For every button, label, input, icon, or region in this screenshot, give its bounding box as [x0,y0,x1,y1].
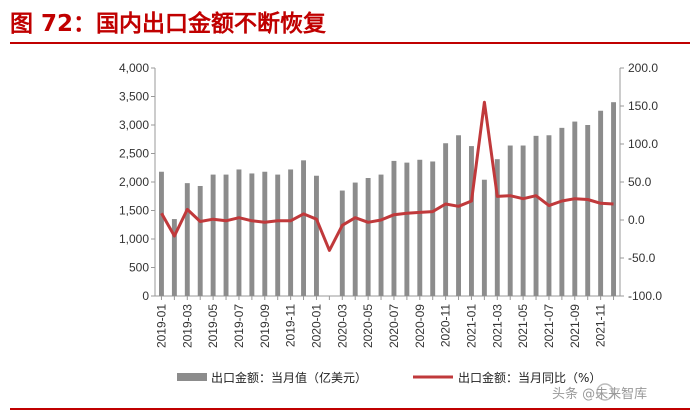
title-underline [10,42,690,44]
x-tick-label: 2019-07 [232,304,246,348]
right-tick-label: 50.0 [628,175,652,189]
bar [469,146,474,296]
left-tick-label: 0 [142,289,149,303]
bar [184,183,190,296]
bar-series [159,102,616,296]
watermark-logo-icon [596,383,614,401]
bar [533,135,539,296]
bar [301,160,306,296]
bar [236,169,242,296]
x-tick-label: 2021-01 [464,304,478,348]
x-tick-label: 2020-03 [335,304,349,348]
left-tick-label: 1,000 [119,232,149,246]
left-tick-label: 500 [129,261,149,275]
left-tick-label: 1,500 [119,204,149,218]
bar [443,143,449,296]
right-tick-label: 0.0 [628,213,645,227]
left-tick-label: 3,000 [119,118,149,132]
x-tick-label: 2021-05 [516,304,530,348]
x-axis-ticks: 2019-01 2019-03 2019-05 2019-07 2019-09 2019-… [154,296,615,348]
bar [223,174,229,296]
bar [481,179,487,296]
left-tick-label: 2,500 [119,147,149,161]
x-tick-label: 2019-01 [154,304,168,348]
watermark-text: 头条 @未来智库 [552,386,647,402]
x-tick-label: 2020-01 [309,304,323,348]
bar [559,127,565,296]
right-tick-label: 200.0 [628,61,658,75]
x-tick-label: 2021-09 [568,304,582,348]
bar [197,185,203,296]
bar [314,175,319,296]
bar [339,190,345,296]
right-tick-label: 150.0 [628,99,658,113]
right-tick-label: 100.0 [628,137,658,151]
x-tick-label: 2019-09 [258,304,272,348]
bar [171,219,177,296]
x-tick-label: 2021-11 [594,304,608,347]
bar [546,135,552,296]
legend-bar-label: 出口金额：当月值（亿美元） [211,370,367,385]
bar [391,160,397,296]
yoy-line [160,100,614,252]
x-tick-label: 2021-03 [490,304,504,348]
bar [494,159,500,296]
left-tick-label: 4,000 [119,61,149,75]
left-axis-ticks: 0 500 1,000 1,500 2,000 2,500 3,000 3,500 4,000 [119,61,155,303]
bar [352,182,358,296]
bar [210,174,216,296]
bar [507,145,513,296]
watermark: 头条 @未来智库 [552,383,647,402]
bar [572,121,578,296]
x-tick-label: 2021-07 [542,304,556,348]
bar [249,173,255,296]
right-axis-ticks: -100.0 -50.0 0.0 50.0 100.0 150.0 200.0 [620,61,662,303]
line-series [160,100,614,252]
bar [585,125,591,296]
x-tick-label: 2020-05 [361,304,375,348]
bar [378,174,384,296]
x-tick-label: 2020-11 [439,304,453,347]
x-tick-label: 2020-07 [387,304,401,348]
figure-title: 图 72：国内出口金额不断恢复 [10,11,327,37]
bar [456,135,461,296]
left-tick-label: 3,500 [119,90,149,104]
bar [417,159,423,296]
right-tick-label: -50.0 [628,251,656,265]
legend-line-label: 出口金额：当月同比（%） [458,370,601,385]
legend: 出口金额：当月值（亿美元） 出口金额：当月同比（%） [177,370,601,385]
bar [611,102,616,296]
bar [430,161,436,296]
x-tick-label: 2019-03 [180,304,194,348]
x-tick-label: 2020-09 [413,304,427,348]
legend-bar-swatch [177,373,207,381]
bar [365,178,371,296]
bar [159,171,164,296]
bar [288,169,294,296]
bar [262,171,268,296]
right-tick-label: -100.0 [628,289,662,303]
bar [404,162,410,296]
bar [275,174,281,296]
bar [520,145,526,296]
x-tick-label: 2019-11 [284,304,298,347]
x-tick-label: 2019-05 [206,304,220,348]
left-tick-label: 2,000 [119,175,149,189]
bottom-rule [10,408,690,410]
